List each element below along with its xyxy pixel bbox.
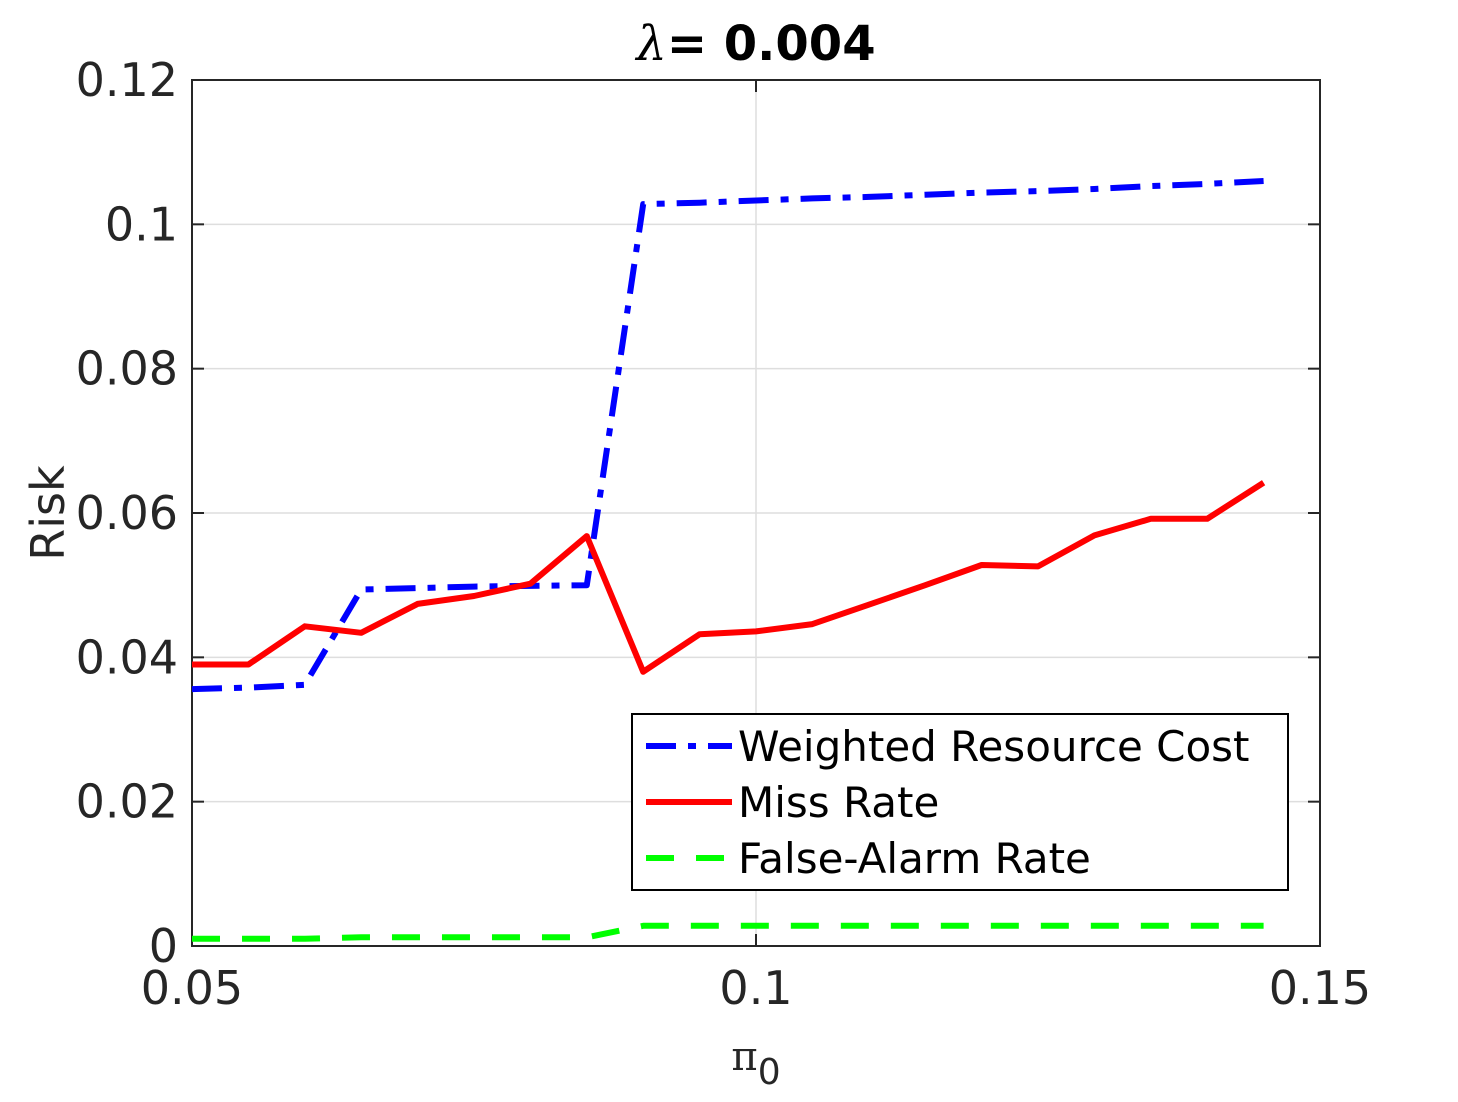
series-line-weighted-resource-cost (191, 178, 1264, 693)
y-tick-label: 0.06 (76, 486, 178, 540)
legend-label: Weighted Resource Cost (738, 722, 1250, 771)
x-axis-label-subscript: 0 (758, 1052, 781, 1093)
y-tick-label: 0.12 (76, 53, 178, 107)
ticks: 0 0.02 0.04 0.06 0.08 0.1 0.12 0.05 0.1 0.15 (76, 53, 1372, 1015)
y-tick-label: 0 (149, 919, 178, 973)
series-line-miss-rate (192, 480, 1266, 675)
legend-box (631, 713, 1289, 891)
y-tick-label: 0.08 (76, 342, 178, 396)
y-axis-label: Risk (21, 465, 75, 561)
title-value: = 0.004 (667, 16, 876, 72)
x-axis-label-symbol: π (731, 1034, 757, 1080)
x-tick-label: 0.1 (719, 961, 792, 1015)
chart-title: λ= 0.004 (634, 16, 875, 72)
x-tick-label: 0.15 (1269, 961, 1371, 1015)
x-axis-label: π0 (731, 1034, 780, 1093)
y-tick-label: 0.04 (76, 630, 178, 684)
series-line-false-alarm-rate (192, 922, 1264, 942)
title-symbol: λ (634, 16, 666, 72)
series-lines (191, 178, 1266, 942)
legend: Weighted Resource Cost Miss Rate False-Ala… (631, 713, 1289, 891)
legend-label: Miss Rate (738, 778, 939, 827)
x-tick-label: 0.05 (141, 961, 243, 1015)
legend-label: False-Alarm Rate (738, 834, 1091, 883)
y-tick-label: 0.1 (105, 197, 178, 251)
y-tick-label: 0.02 (76, 775, 178, 829)
